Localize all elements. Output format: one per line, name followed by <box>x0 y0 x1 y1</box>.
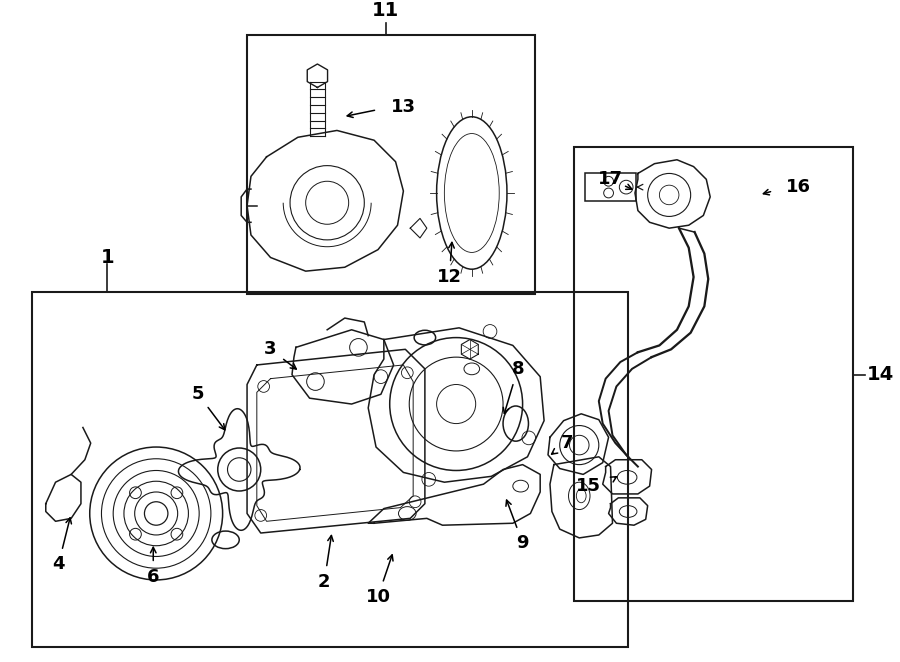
Text: 14: 14 <box>867 365 894 384</box>
Text: 13: 13 <box>391 98 416 116</box>
Text: 11: 11 <box>373 1 400 20</box>
Text: 4: 4 <box>52 555 65 573</box>
Text: 10: 10 <box>365 588 391 606</box>
Text: 9: 9 <box>517 534 529 552</box>
Text: 5: 5 <box>192 385 204 403</box>
Text: 17: 17 <box>598 170 623 188</box>
Bar <box>585 173 636 201</box>
Bar <box>32 292 628 647</box>
Bar <box>248 34 536 294</box>
Text: 12: 12 <box>436 268 462 286</box>
Text: 2: 2 <box>318 573 330 591</box>
Text: 8: 8 <box>511 360 524 378</box>
Text: 16: 16 <box>787 178 812 196</box>
Text: 3: 3 <box>265 340 277 358</box>
Text: 7: 7 <box>561 434 572 452</box>
Text: 15: 15 <box>576 477 601 495</box>
Text: 6: 6 <box>147 568 159 586</box>
Text: 1: 1 <box>101 248 114 267</box>
Bar <box>574 147 853 601</box>
